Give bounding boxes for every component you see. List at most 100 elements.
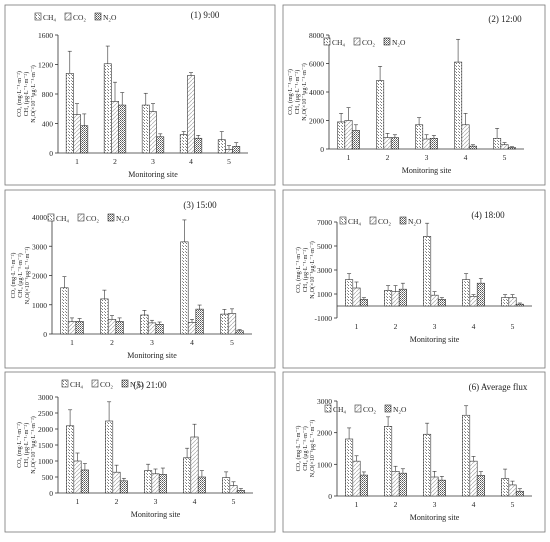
bar-site4-s3: [468, 145, 477, 150]
panel-frame: [282, 4, 546, 186]
y-tick-label: 3000: [32, 242, 47, 251]
legend-label: CO₂: [363, 405, 376, 414]
x-tick-label: 1: [355, 500, 359, 509]
bar-site3-s2: [430, 476, 439, 497]
bar-site2-s3: [398, 472, 407, 497]
x-tick-label: 3: [433, 322, 437, 331]
bar-site3-s3: [437, 299, 446, 307]
y-tick-label: 2000: [32, 272, 47, 281]
x-tick-label: 4: [472, 322, 476, 331]
panel-title: (1) 9:00: [191, 10, 220, 20]
y-axis-label-line: CO₂ (mg·L⁻¹·m⁻²): [16, 71, 23, 117]
bar-site4-s3: [476, 475, 485, 497]
y-tick-label: 1200: [38, 61, 53, 70]
bar-site2-s1: [100, 298, 109, 335]
bar-site2-s1: [376, 80, 385, 150]
x-tick-label: 3: [433, 500, 437, 509]
bar-site1-s2: [352, 287, 361, 307]
y-tick-label: 1600: [38, 31, 53, 40]
bar-site3-s3: [429, 138, 438, 150]
legend-swatch: [369, 216, 377, 225]
y-axis-label-line: CH₄ (μg·L⁻¹·m⁻²): [302, 426, 309, 470]
bar-site5-s1: [222, 477, 231, 494]
x-tick-label: 3: [151, 157, 155, 166]
bar-site1-s1: [345, 438, 354, 497]
bar-site5-s3: [236, 490, 245, 494]
chart-panel-1: 0 400 800 1200 1600 1 2 3 4 5 Monitoring site (1) 9…: [4, 4, 276, 186]
y-tick-label: 5000: [317, 242, 332, 251]
x-tick-label: 4: [464, 153, 468, 162]
bar-site3-s1: [141, 104, 150, 154]
bar-site4-s3: [194, 137, 203, 154]
bar-site4-s3: [197, 476, 206, 494]
bar-site5-s1: [217, 139, 226, 154]
bar-site2-s3: [119, 480, 128, 494]
y-tick-label: 3000: [317, 397, 332, 406]
bar-site1-s2: [73, 460, 82, 494]
bar-site3-s1: [144, 470, 153, 494]
x-tick-label: 5: [511, 322, 515, 331]
x-tick-label: 4: [472, 500, 476, 509]
x-tick-label: 3: [150, 338, 154, 347]
panel-title: (2) 12:00: [488, 14, 522, 24]
bar-site2-s1: [103, 63, 112, 154]
y-axis-label-line: CO₂ (mg·L⁻¹·m⁻²): [287, 69, 294, 115]
x-tick-label: 1: [70, 338, 74, 347]
x-tick-label: 2: [394, 500, 398, 509]
bar-site3-s1: [140, 314, 149, 335]
x-tick-label: 3: [425, 153, 429, 162]
bar-site1-s1: [337, 121, 346, 150]
x-tick-label: 4: [189, 157, 193, 166]
legend-label: CH₄: [348, 217, 361, 226]
bar-site1-s1: [66, 425, 75, 494]
bar-site2-s2: [391, 470, 400, 497]
bar-site4-s1: [183, 457, 192, 494]
y-tick-label: 1500: [38, 441, 53, 450]
y-tick-label: -1000: [315, 314, 333, 323]
legend-swatch: [399, 216, 407, 225]
legend-label: N₂O: [103, 13, 117, 22]
bar-site1-s1: [60, 287, 69, 335]
legend-label: CH₄: [70, 380, 83, 389]
x-tick-label: 2: [394, 322, 398, 331]
bar-site3-s1: [423, 433, 432, 497]
y-axis-label-line: CO₂ (mg·L⁻¹·m⁻²): [16, 422, 23, 468]
y-axis-label-line: CO₂ (mg·L⁻¹·m⁻²): [10, 253, 17, 299]
x-axis-label: Monitoring site: [410, 513, 460, 522]
x-axis-label: Monitoring site: [410, 335, 460, 344]
bar-site1-s3: [359, 474, 368, 497]
bar-site4-s1: [462, 414, 471, 497]
legend-swatch: [64, 12, 72, 21]
legend-label: N₂O: [130, 380, 144, 389]
y-axis-label-line: N₂O(×10⁻¹μg·L⁻¹·m⁻²): [30, 65, 37, 123]
chart-panel-3: 0 1000 2000 3000 4000 1 2 3 4 5 Monitoring site (3)…: [4, 189, 276, 369]
bar-site2-s1: [384, 426, 393, 497]
bar-site5-s2: [225, 149, 233, 154]
bar-site3-s2: [430, 294, 439, 307]
x-tick-label: 5: [511, 500, 515, 509]
y-axis-label-line: CH₄ (μg·L⁻¹·m⁻²): [302, 248, 309, 292]
bar-site2-s2: [391, 291, 400, 307]
y-tick-label: 4000: [309, 88, 324, 97]
y-axis-label-line: N₂O(×10⁻¹μg·L⁻¹·m⁻²): [309, 241, 316, 299]
y-tick-label: 0: [49, 149, 53, 158]
bar-site3-s3: [155, 324, 164, 335]
bar-site4-s1: [180, 241, 189, 335]
x-tick-label: 1: [75, 157, 79, 166]
x-tick-label: 5: [503, 153, 507, 162]
bar-site2-s3: [115, 321, 124, 335]
bar-site5-s1: [501, 297, 510, 307]
y-axis-label-line: N₂O(×10⁻¹μg·L⁻¹·m⁻²): [301, 63, 308, 121]
panel-frame: [282, 189, 546, 369]
bar-site4-s3: [476, 282, 485, 307]
x-tick-label: 1: [76, 497, 80, 506]
bar-site1-s3: [80, 469, 89, 494]
legend-swatch: [354, 404, 362, 413]
bar-site5-s2: [508, 484, 517, 497]
x-axis-label: Monitoring site: [131, 510, 181, 519]
bar-site5-s3: [515, 490, 524, 497]
bar-site4-s2: [469, 460, 478, 497]
y-tick-label: 0: [49, 489, 53, 498]
y-axis-label: CO₂ (mg·L⁻¹·m⁻²) CH₄ (μg·L⁻¹·m⁻²) N₂O(×10⁻…: [16, 416, 37, 474]
